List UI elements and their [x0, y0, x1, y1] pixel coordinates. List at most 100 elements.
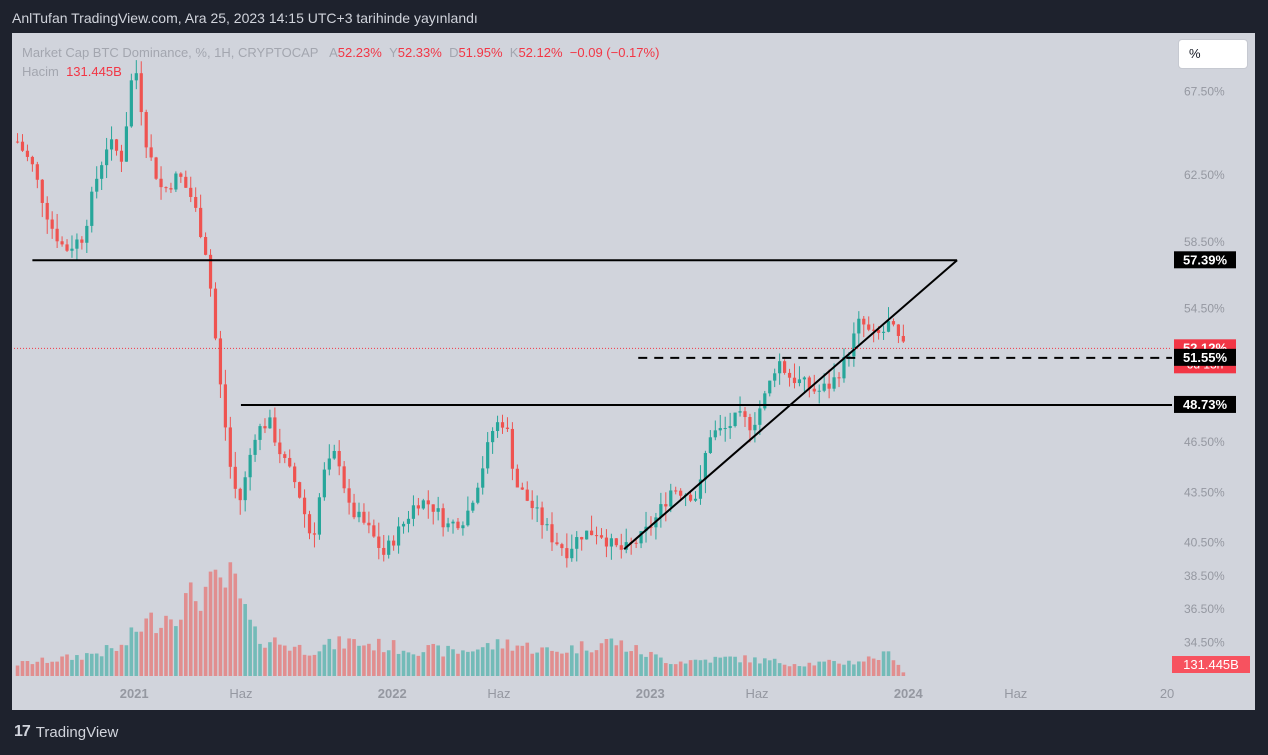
volume-bar-116	[589, 652, 594, 676]
candle-body-79	[406, 518, 411, 524]
x-tick-label-7: Haz	[1004, 686, 1027, 701]
volume-bar-77	[396, 653, 401, 676]
volume-bar-161	[812, 665, 817, 676]
candle-body-44	[233, 466, 237, 489]
candle-body-138	[698, 479, 703, 499]
price-label-text-2: 51.55%	[1183, 350, 1228, 365]
legend-close-label: K	[509, 45, 519, 60]
volume-bar-114	[579, 641, 584, 676]
volume-bar-16	[94, 653, 99, 676]
y-tick-label-9: 34.50%	[1184, 636, 1225, 650]
candle-body-90	[461, 525, 465, 529]
candle-body-76	[392, 540, 396, 546]
volume-bar-101	[515, 645, 520, 676]
volume-bar-100	[510, 650, 515, 676]
volume-bar-57	[297, 644, 302, 676]
x-tick-label-6: 2024	[894, 686, 924, 701]
volume-bar-96	[490, 649, 495, 676]
volume-bar-15	[89, 653, 94, 676]
candle-body-93	[476, 487, 480, 503]
candle-body-159	[802, 377, 806, 380]
candle-body-30	[164, 187, 168, 189]
volume-bar-102	[520, 645, 525, 676]
volume-bar-179	[901, 672, 906, 676]
candle-body-92	[471, 502, 475, 511]
volume-bar-60	[312, 654, 317, 676]
volume-bar-24	[134, 631, 139, 676]
volume-bar-153	[772, 658, 777, 676]
price-label-text-3: 48.73%	[1183, 397, 1228, 412]
volume-bar-30	[164, 615, 168, 676]
price-chart[interactable]: 67.50% 62.50% 58.50% 54.50% 46.50% 43.50% 40.5…	[12, 33, 1255, 710]
percent-scale-button[interactable]: %	[1178, 39, 1248, 69]
volume-bar-167	[842, 664, 846, 676]
y-tick-label-6: 40.50%	[1184, 535, 1225, 549]
volume-bar-160	[807, 662, 812, 676]
volume-bar-109	[555, 651, 559, 676]
candle-body-98	[500, 422, 505, 428]
volume-bar-56	[292, 646, 297, 676]
volume-bar-134	[678, 661, 683, 676]
volume-bar-113	[574, 653, 579, 676]
candle-body-66	[342, 466, 346, 489]
candle-body-62	[322, 469, 326, 498]
publish-caption: AnlTufan TradingView.com, Ara 25, 2023 1…	[12, 10, 478, 26]
candle-body-74	[382, 547, 386, 555]
candle-body-156	[787, 372, 792, 378]
candle-body-86	[441, 508, 445, 528]
legend-change: −0.09 (−0.17%)	[569, 45, 660, 60]
candle-body-19	[109, 139, 114, 150]
candle-body-121	[614, 538, 618, 546]
candle-body-57	[298, 482, 302, 498]
candle-body-111	[565, 548, 569, 559]
candle-body-174	[877, 329, 881, 333]
candle-body-31	[169, 188, 173, 190]
volume-bar-104	[530, 653, 535, 676]
candle-body-114	[580, 537, 584, 540]
candle-body-26	[144, 112, 148, 148]
volume-bar-117	[594, 650, 599, 676]
volume-bar-145	[733, 656, 737, 676]
volume-bar-10	[65, 654, 69, 676]
candle-body-146	[738, 411, 742, 413]
candle-body-100	[510, 428, 515, 469]
candle-body-87	[446, 523, 450, 528]
candle-body-55	[288, 457, 292, 467]
volume-bar-6	[45, 662, 50, 676]
candle-body-106	[540, 507, 544, 526]
candle-body-99	[505, 427, 510, 429]
candle-body-91	[466, 510, 470, 526]
volume-layer	[15, 562, 906, 676]
volume-bar-19	[109, 648, 114, 676]
price-label-box-0	[1174, 251, 1236, 269]
volume-bar-133	[673, 664, 678, 676]
legend-high: 52.33%	[397, 45, 442, 60]
candle-body-40	[213, 288, 218, 339]
candle-body-5	[40, 179, 44, 203]
candle-body-46	[243, 477, 247, 501]
volume-bar-142	[718, 657, 723, 676]
volume-bar-158	[797, 666, 802, 676]
candle-body-7	[50, 219, 54, 229]
candle-body-27	[149, 147, 153, 158]
time-axis: 2021 Haz 2022 Haz 2023 Haz 2024 Haz 20	[120, 686, 1175, 701]
chart-panel[interactable]: 67.50% 62.50% 58.50% 54.50% 46.50% 43.50% 40.5…	[12, 33, 1255, 710]
volume-bar-79	[406, 652, 411, 676]
volume-bar-83	[426, 645, 431, 676]
volume-bar-65	[337, 636, 342, 676]
candle-body-54	[283, 454, 287, 458]
candle-body-126	[639, 531, 643, 544]
volume-bar-67	[347, 638, 351, 676]
volume-bar-38	[203, 586, 208, 676]
candle-body-20	[114, 139, 119, 151]
legend-open-label: A	[329, 45, 338, 60]
candle-body-131	[664, 504, 668, 507]
candle-body-155	[782, 361, 787, 373]
candle-body-28	[154, 157, 158, 179]
price-label-text-0: 57.39%	[1183, 252, 1228, 267]
volume-bar-81	[416, 655, 421, 676]
volume-bar-26	[144, 618, 149, 676]
drawings-layer	[14, 259, 1172, 550]
volume-bar-51	[268, 642, 272, 676]
footer-brand[interactable]: TradingView	[35, 723, 119, 741]
